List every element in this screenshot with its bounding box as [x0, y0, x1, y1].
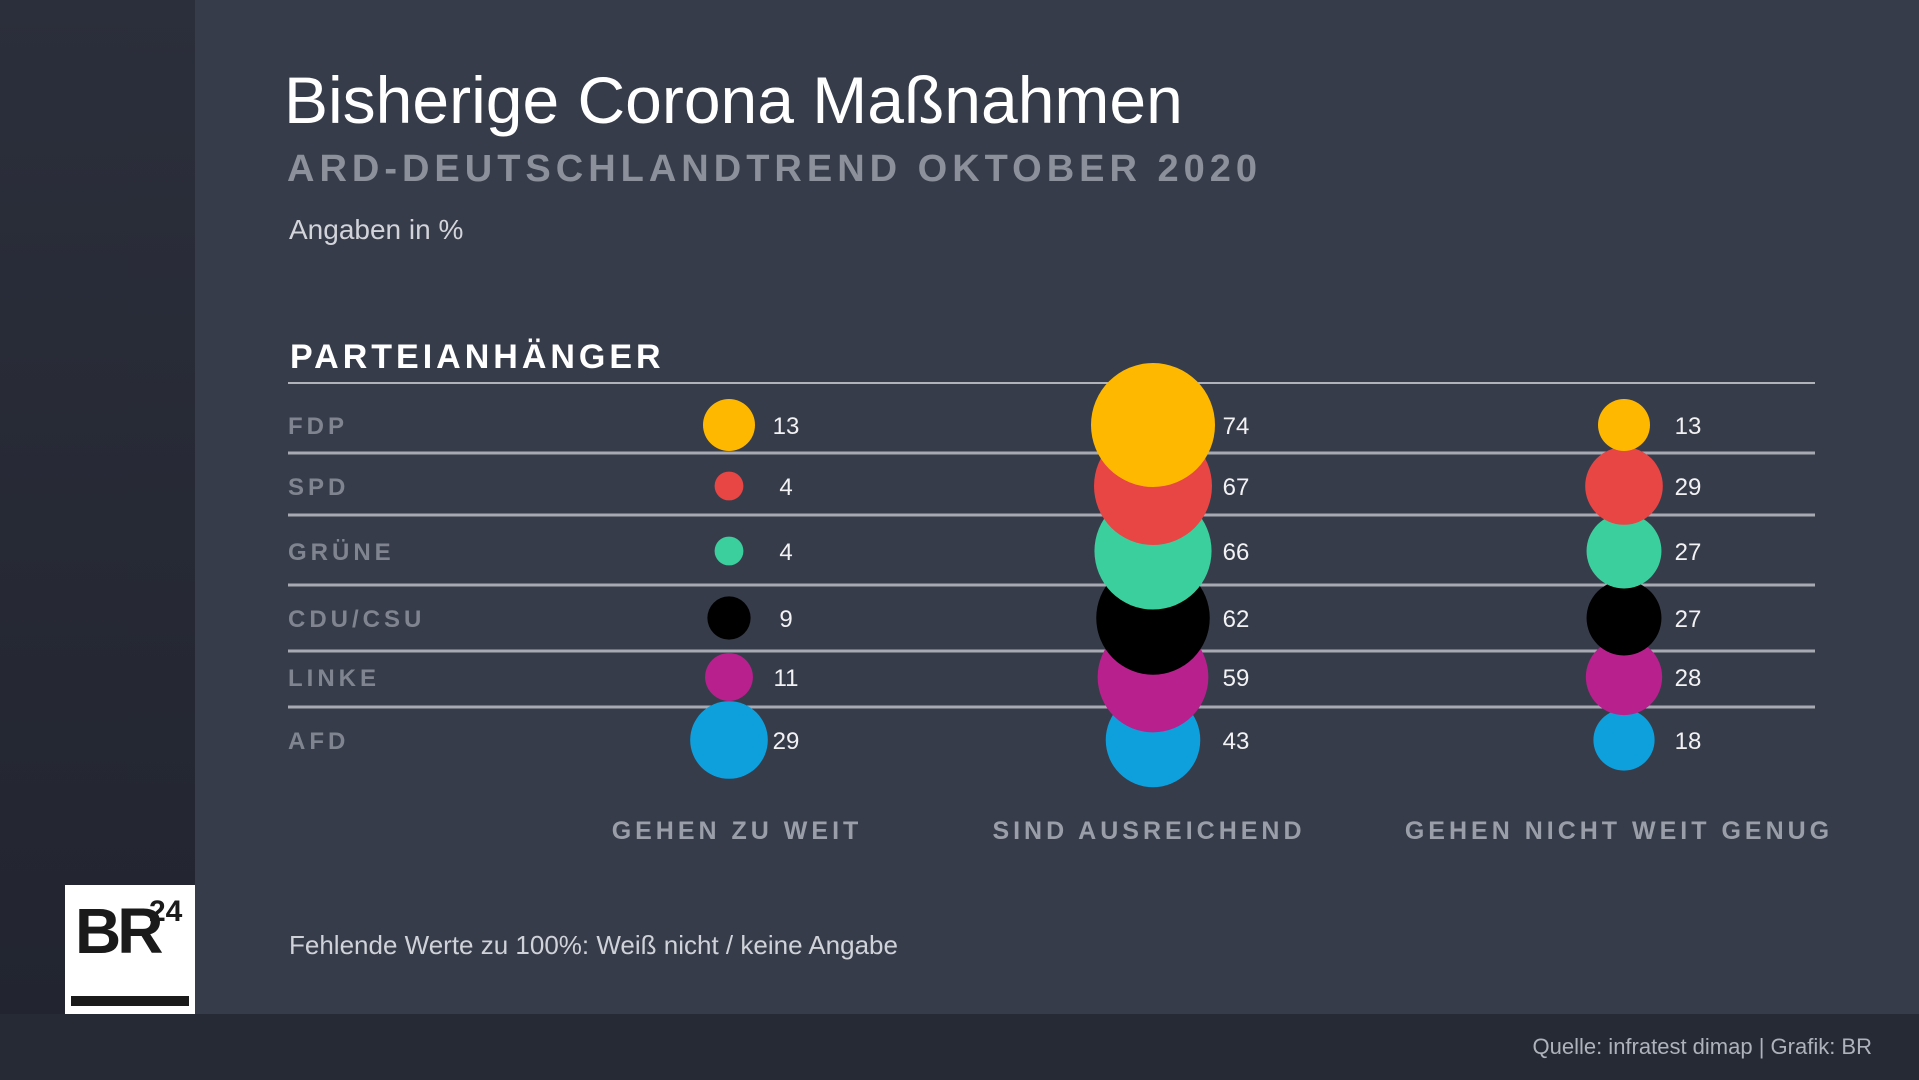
footnote: Fehlende Werte zu 100%: Weiß nicht / kei…	[289, 930, 898, 960]
row-label-gruene: GRÜNE	[288, 539, 395, 566]
bubble-gruene-gehen-nicht-weit-genug	[1586, 513, 1662, 589]
row-separators	[288, 382, 1815, 709]
source-credit: Quelle: infratest dimap | Grafik: BR	[1532, 1034, 1872, 1059]
value-linke-gehen-nicht-weit-genug: 28	[1675, 665, 1702, 692]
bubble-cdu-csu-gehen-nicht-weit-genug	[1586, 580, 1662, 656]
left-band	[0, 0, 195, 1014]
row-label-linke: LINKE	[288, 665, 380, 692]
bubble-fdp-sind-ausreichend	[1091, 363, 1215, 487]
bubble-linke-gehen-nicht-weit-genug	[1585, 638, 1663, 716]
chart-subtitle: ARD-DEUTSCHLANDTREND OKTOBER 2020	[287, 148, 1263, 190]
logo-superscript: 24	[149, 895, 183, 928]
row-label-cdu-csu: CDU/CSU	[288, 606, 425, 633]
value-spd-gehen-zu-weit: 4	[779, 474, 792, 501]
column-label-gehen-nicht-weit-genug: GEHEN NICHT WEIT GENUG	[1405, 817, 1833, 845]
column-label-gehen-zu-weit: GEHEN ZU WEIT	[612, 817, 863, 845]
value-labels: 13 4 4 9 11 29 74 67 66 62 59 43 13 29 27 27 28 18	[773, 413, 1702, 755]
footer-bar	[0, 1014, 1919, 1080]
value-spd-sind-ausreichend: 67	[1223, 474, 1250, 501]
bubble-afd-gehen-zu-weit	[690, 701, 768, 779]
logo-text: BR	[75, 895, 163, 967]
row-label-fdp: FDP	[288, 413, 348, 440]
br24-logo: BR 24	[65, 885, 195, 1014]
value-cdu-csu-gehen-zu-weit: 9	[779, 606, 792, 633]
value-gruene-sind-ausreichend: 66	[1223, 539, 1250, 566]
value-gruene-gehen-nicht-weit-genug: 27	[1675, 539, 1702, 566]
bubble-linke-gehen-zu-weit	[705, 653, 753, 701]
value-linke-sind-ausreichend: 59	[1223, 665, 1250, 692]
bubble-afd-gehen-nicht-weit-genug	[1593, 709, 1655, 771]
row-label-afd: AFD	[288, 728, 349, 755]
value-fdp-gehen-nicht-weit-genug: 13	[1675, 413, 1702, 440]
value-afd-gehen-zu-weit: 29	[773, 728, 800, 755]
bubble-spd-gehen-zu-weit	[714, 471, 744, 501]
column-labels: GEHEN ZU WEIT SIND AUSREICHEND GEHEN NICHT…	[612, 817, 1833, 845]
value-fdp-gehen-zu-weit: 13	[773, 413, 800, 440]
value-gruene-gehen-zu-weit: 4	[779, 539, 792, 566]
bubbles	[690, 363, 1663, 788]
value-afd-sind-ausreichend: 43	[1223, 728, 1250, 755]
bubble-fdp-gehen-nicht-weit-genug	[1598, 399, 1650, 451]
value-afd-gehen-nicht-weit-genug: 18	[1675, 728, 1702, 755]
row-labels: FDP SPD GRÜNE CDU/CSU LINKE AFD	[288, 413, 425, 755]
section-label: PARTEIANHÄNGER	[290, 338, 665, 376]
unit-note: Angaben in %	[289, 214, 464, 245]
bubble-spd-gehen-nicht-weit-genug	[1585, 447, 1663, 525]
bubble-cdu-csu-gehen-zu-weit	[707, 596, 751, 640]
row-label-spd: SPD	[288, 474, 349, 501]
value-fdp-sind-ausreichend: 74	[1223, 413, 1250, 440]
value-linke-gehen-zu-weit: 11	[774, 665, 799, 692]
value-cdu-csu-sind-ausreichend: 62	[1223, 606, 1250, 633]
value-cdu-csu-gehen-nicht-weit-genug: 27	[1675, 606, 1702, 633]
bubble-gruene-gehen-zu-weit	[714, 536, 744, 566]
bubble-fdp-gehen-zu-weit	[703, 399, 755, 451]
logo-bar	[71, 996, 189, 1006]
column-label-sind-ausreichend: SIND AUSREICHEND	[992, 817, 1305, 845]
value-spd-gehen-nicht-weit-genug: 29	[1675, 474, 1702, 501]
chart-title: Bisherige Corona Maßnahmen	[284, 63, 1183, 137]
